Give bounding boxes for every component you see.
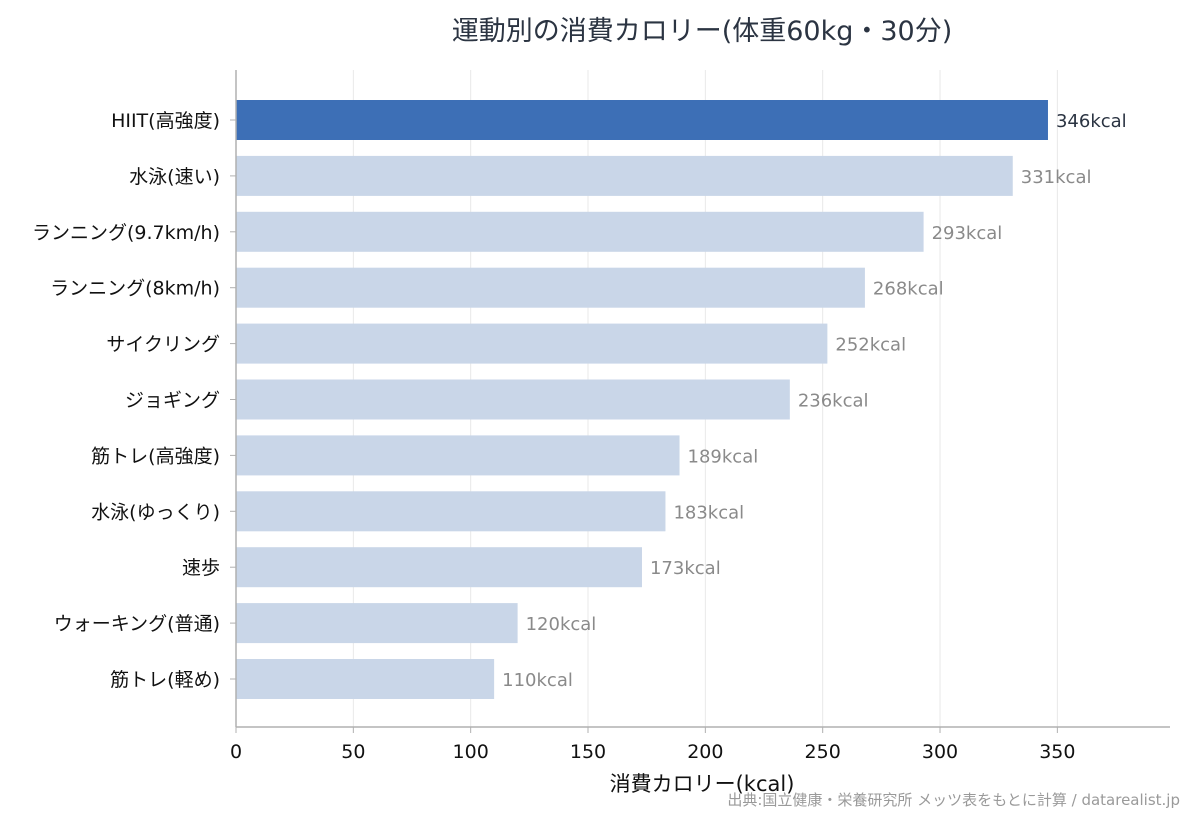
bar-0	[236, 100, 1048, 140]
value-label-2: 293kcal	[932, 223, 1003, 244]
x-tick-label-5: 250	[805, 741, 841, 763]
bar-3	[236, 267, 865, 308]
category-label-3: ランニング(8km/h)	[50, 278, 220, 300]
bar-5	[236, 379, 790, 420]
x-tick-label-7: 350	[1039, 741, 1075, 763]
source-note: 出典:国立健康・栄養研究所 メッツ表をもとに計算 / datarealist.j…	[727, 791, 1180, 809]
value-label-10: 110kcal	[502, 670, 573, 691]
value-label-9: 120kcal	[526, 614, 597, 635]
value-label-4: 252kcal	[835, 335, 906, 356]
category-label-5: ジョギング	[125, 390, 220, 412]
category-label-7: 水泳(ゆっくり)	[91, 501, 220, 523]
x-tick-label-0: 0	[230, 741, 242, 763]
bar-6	[236, 435, 680, 476]
category-label-2: ランニング(9.7km/h)	[32, 222, 220, 244]
category-label-10: 筋トレ(軽め)	[110, 669, 220, 691]
x-axis-title: 消費カロリー(kcal)	[610, 772, 795, 796]
axes	[235, 70, 1170, 728]
category-label-4: サイクリング	[106, 334, 220, 356]
value-label-0: 346kcal	[1056, 111, 1127, 132]
value-label-6: 189kcal	[688, 446, 759, 467]
bar-8	[236, 547, 642, 588]
category-label-0: HIIT(高強度)	[111, 110, 220, 132]
bar-1	[236, 155, 1013, 196]
bar-7	[236, 491, 666, 532]
x-tick-label-4: 200	[687, 741, 723, 763]
value-label-1: 331kcal	[1021, 167, 1092, 188]
x-tick-label-2: 100	[453, 741, 489, 763]
value-label-8: 173kcal	[650, 558, 721, 579]
x-tick-label-1: 50	[341, 741, 365, 763]
bar-10	[236, 659, 495, 699]
bar-4	[236, 323, 828, 364]
x-tick-label-6: 300	[922, 741, 958, 763]
x-ticks: 0 50 100 150 200 250 300 350	[230, 727, 1075, 763]
category-label-1: 水泳(速い)	[129, 166, 220, 188]
value-label-7: 183kcal	[673, 502, 744, 523]
value-label-3: 268kcal	[873, 279, 944, 300]
x-tick-label-3: 150	[570, 741, 606, 763]
bar-2	[236, 211, 924, 252]
value-labels: 346kcal 331kcal 293kcal 268kcal 252kcal 236kc…	[502, 111, 1127, 691]
category-label-9: ウォーキング(普通)	[54, 613, 220, 635]
chart-title: 運動別の消費カロリー(体重60kg・30分)	[452, 16, 953, 47]
category-label-6: 筋トレ(高強度)	[91, 445, 220, 467]
bar-9	[236, 603, 518, 644]
bars	[236, 100, 1048, 699]
category-labels: HIIT(高強度) 水泳(速い) ランニング(9.7km/h) ランニング(8km/h…	[32, 110, 236, 691]
category-label-8: 速歩	[182, 557, 220, 579]
value-label-5: 236kcal	[798, 391, 869, 412]
